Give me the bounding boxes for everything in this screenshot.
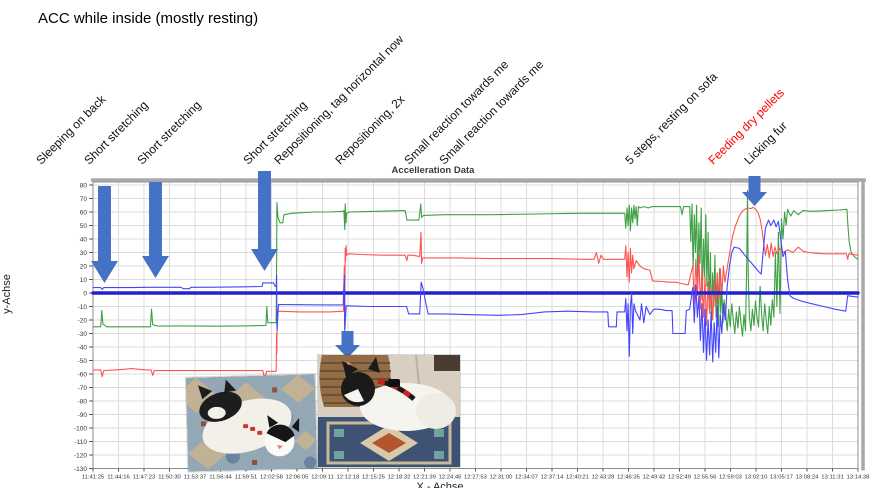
- svg-text:20: 20: [80, 263, 88, 270]
- svg-text:13:14:38: 13:14:38: [847, 475, 871, 481]
- svg-text:13:02:10: 13:02:10: [745, 475, 769, 481]
- svg-text:13:11:31: 13:11:31: [821, 475, 844, 481]
- svg-text:12:46:35: 12:46:35: [617, 475, 641, 481]
- x-axis-label: X - Achse: [416, 481, 464, 488]
- svg-text:11:53:37: 11:53:37: [184, 475, 207, 481]
- svg-text:70: 70: [80, 196, 88, 203]
- svg-text:12:02:58: 12:02:58: [260, 475, 284, 481]
- svg-text:12:27:53: 12:27:53: [464, 475, 488, 481]
- inset-photo-cats-resting: [176, 374, 318, 472]
- svg-text:-60: -60: [78, 371, 88, 378]
- inset-photo-cat-with-tag: [318, 354, 460, 467]
- svg-text:12:09:11: 12:09:11: [311, 475, 334, 481]
- svg-text:12:24:46: 12:24:46: [439, 475, 463, 481]
- cat-illustration-2: [318, 354, 460, 467]
- svg-text:12:15:25: 12:15:25: [362, 475, 386, 481]
- svg-text:11:56:44: 11:56:44: [209, 475, 232, 481]
- svg-text:10: 10: [80, 277, 88, 284]
- svg-text:30: 30: [80, 250, 88, 257]
- svg-text:11:44:16: 11:44:16: [107, 475, 130, 481]
- chart-title: Accelleration Data: [391, 165, 475, 176]
- svg-text:12:34:07: 12:34:07: [515, 475, 538, 481]
- svg-text:50: 50: [80, 223, 88, 230]
- svg-text:11:47:23: 11:47:23: [133, 475, 156, 481]
- svg-text:11:50:30: 11:50:30: [158, 475, 181, 481]
- svg-text:60: 60: [80, 209, 88, 216]
- svg-text:12:18:32: 12:18:32: [388, 475, 411, 481]
- svg-text:-40: -40: [78, 344, 88, 351]
- svg-text:-50: -50: [78, 358, 88, 365]
- cat-illustration-1: [176, 374, 318, 472]
- svg-text:-10: -10: [78, 304, 88, 311]
- svg-text:-90: -90: [78, 412, 88, 419]
- svg-text:-100: -100: [74, 425, 87, 432]
- svg-text:12:31:00: 12:31:00: [490, 475, 514, 481]
- page-title: ACC while inside (mostly resting): [38, 10, 259, 27]
- svg-text:80: 80: [80, 182, 88, 189]
- svg-text:11:41:25: 11:41:25: [82, 475, 105, 481]
- svg-text:-20: -20: [78, 317, 88, 324]
- svg-text:12:43:28: 12:43:28: [592, 475, 616, 481]
- series-acc-red: [92, 206, 859, 379]
- svg-text:12:37:14: 12:37:14: [541, 475, 565, 481]
- svg-text:11:59:51: 11:59:51: [235, 475, 258, 481]
- svg-text:0: 0: [83, 290, 87, 297]
- svg-text:-80: -80: [78, 398, 88, 405]
- svg-text:-120: -120: [74, 452, 87, 459]
- series-acc-blue: [92, 219, 859, 363]
- svg-text:40: 40: [80, 236, 88, 243]
- svg-text:13:05:17: 13:05:17: [770, 475, 793, 481]
- svg-text:12:12:18: 12:12:18: [337, 475, 361, 481]
- svg-text:12:21:39: 12:21:39: [413, 475, 436, 481]
- svg-text:12:40:21: 12:40:21: [566, 475, 589, 481]
- svg-text:12:52:49: 12:52:49: [668, 475, 691, 481]
- svg-text:-130: -130: [74, 466, 87, 473]
- svg-text:12:06:05: 12:06:05: [286, 475, 310, 481]
- svg-text:-110: -110: [74, 439, 87, 446]
- svg-text:12:59:03: 12:59:03: [719, 475, 743, 481]
- svg-text:-30: -30: [78, 331, 88, 338]
- svg-text:-70: -70: [78, 385, 88, 392]
- svg-text:13:08:24: 13:08:24: [796, 475, 820, 481]
- series-acc-green: [92, 189, 859, 337]
- svg-text:12:55:56: 12:55:56: [694, 475, 718, 481]
- svg-text:12:49:42: 12:49:42: [643, 475, 666, 481]
